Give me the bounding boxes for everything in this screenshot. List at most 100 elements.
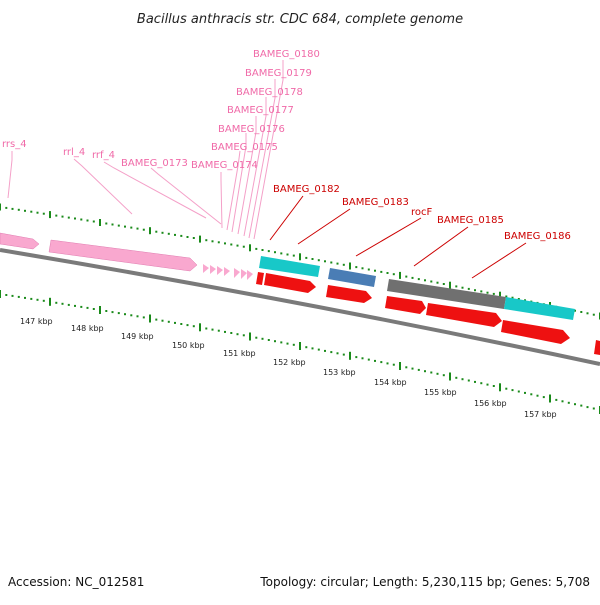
outer-tick-30	[186, 236, 189, 238]
label-rrl-4[interactable]: rrl_4	[63, 147, 85, 158]
label-bameg-0186[interactable]: BAMEG_0186	[504, 231, 571, 242]
outer-tick-68	[424, 279, 426, 282]
inner-tick-27	[167, 320, 170, 323]
label-bameg-0178[interactable]: BAMEG_0178	[236, 87, 303, 98]
feature-bameg-0182[interactable]	[259, 256, 320, 277]
inner-tick-57	[355, 356, 358, 359]
cds-2[interactable]	[326, 285, 372, 303]
outer-tick-93	[580, 311, 583, 313]
feature-bameg-0179[interactable]	[247, 270, 253, 280]
cds-1[interactable]	[264, 273, 316, 293]
tick-label-152: 152 kbp	[273, 358, 306, 367]
inner-tick-82	[511, 389, 514, 392]
inner-tick-55	[342, 353, 345, 356]
inner-tick-39	[242, 334, 245, 337]
inner-tick-9	[55, 301, 58, 304]
cds-0[interactable]	[256, 272, 264, 285]
outer-tick-84	[524, 299, 526, 302]
feature-bameg-0178[interactable]	[241, 269, 247, 279]
outer-tick-61	[380, 270, 383, 273]
inner-tick-50	[311, 347, 314, 350]
inner-tick-33	[205, 327, 208, 330]
feature-rrs-4[interactable]	[48, 239, 198, 272]
label-bameg-0173[interactable]: BAMEG_0173	[121, 158, 188, 169]
tick-label-149: 149 kbp	[121, 332, 154, 341]
outer-tick-18	[111, 223, 114, 226]
label-bameg-0180[interactable]: BAMEG_0180	[253, 49, 320, 60]
label-bameg-0177[interactable]: BAMEG_0177	[227, 105, 294, 116]
label-rrf-4[interactable]: rrf_4	[92, 150, 115, 161]
inner-tick-30	[186, 324, 189, 327]
outer-tick-44	[274, 251, 276, 254]
inner-tick-92	[574, 403, 576, 406]
red-labels: BAMEG_0182 BAMEG_0183 rocF BAMEG_0185 BA…	[273, 184, 571, 242]
outer-tick-78	[486, 291, 489, 294]
inner-tick-49	[305, 346, 308, 349]
feature-bameg-0174[interactable]	[210, 265, 216, 274]
outer-tick-43	[267, 250, 270, 253]
outer-tick-76	[474, 289, 476, 292]
inner-tick-51	[317, 348, 320, 351]
outer-tick-38	[236, 244, 239, 247]
inner-tick-41	[255, 336, 258, 339]
inner-tick-21	[130, 314, 133, 317]
cds-3[interactable]	[385, 296, 426, 314]
label-bameg-0182[interactable]: BAMEG_0182	[273, 184, 340, 195]
label-bameg-0185[interactable]: BAMEG_0185	[437, 215, 504, 226]
inner-tick-56	[349, 351, 351, 360]
feature-bameg-0186[interactable]	[504, 297, 575, 320]
cds-4[interactable]	[426, 303, 502, 327]
inner-tick-72	[449, 372, 451, 381]
inner-tick-67	[417, 368, 420, 371]
outer-tick-27	[167, 232, 170, 235]
inner-tick-81	[505, 387, 508, 390]
outer-tick-72	[449, 281, 451, 289]
outer-tick-39	[242, 245, 245, 248]
outer-tick-42	[261, 249, 264, 251]
inner-tick-83	[517, 390, 520, 393]
feature-bameg-0183[interactable]	[328, 268, 376, 287]
inner-tick-76	[474, 380, 476, 383]
inner-tick-63	[392, 363, 395, 366]
inner-tick-95	[592, 407, 595, 410]
inner-tick-54	[336, 352, 339, 355]
feature-bameg-0173[interactable]	[203, 264, 209, 273]
feature-rrl-4[interactable]	[0, 232, 40, 250]
feature-bameg-0177[interactable]	[234, 268, 240, 278]
inner-tick-36	[224, 330, 226, 333]
cds-5[interactable]	[501, 320, 570, 344]
label-bameg-0176[interactable]: BAMEG_0176	[218, 124, 285, 135]
inner-tick-80	[499, 383, 501, 392]
label-bameg-0183[interactable]: BAMEG_0183	[342, 197, 409, 208]
label-bameg-0174[interactable]: BAMEG_0174	[191, 160, 258, 171]
outer-tick-21	[130, 226, 133, 229]
outer-tick-25	[155, 230, 158, 233]
inner-tick-22	[136, 315, 139, 318]
outer-tick-41	[255, 247, 258, 250]
inner-tick-69	[430, 371, 433, 374]
inner-tick-45	[280, 341, 283, 344]
tick-label-156: 156 kbp	[474, 399, 507, 408]
inner-tick-78	[486, 383, 489, 386]
inner-tick-59	[367, 358, 370, 361]
outer-tick-81	[505, 295, 508, 298]
outer-tick-73	[455, 285, 458, 288]
feature-bameg-0175[interactable]	[217, 266, 223, 275]
label-bameg-0175[interactable]: BAMEG_0175	[211, 142, 278, 153]
inner-tick-24	[149, 314, 151, 323]
label-bameg-0179[interactable]: BAMEG_0179	[245, 68, 312, 79]
inner-tick-65	[405, 366, 408, 369]
inner-tick-61	[380, 361, 383, 364]
outer-tick-9	[55, 214, 58, 217]
tick-label-150: 150 kbp	[172, 341, 205, 350]
outer-tick-33	[205, 239, 208, 242]
inner-tick-18	[111, 311, 114, 314]
cds-6[interactable]	[594, 340, 600, 355]
label-rrs-4[interactable]: rrs_4	[2, 139, 27, 150]
feature-rocF[interactable]	[387, 279, 506, 309]
feature-bameg-0176[interactable]	[224, 267, 230, 276]
label-rocf[interactable]: rocF	[411, 207, 433, 218]
outer-tick-40	[249, 244, 251, 252]
inner-tick-1	[5, 294, 8, 296]
outer-tick-82	[511, 296, 514, 299]
